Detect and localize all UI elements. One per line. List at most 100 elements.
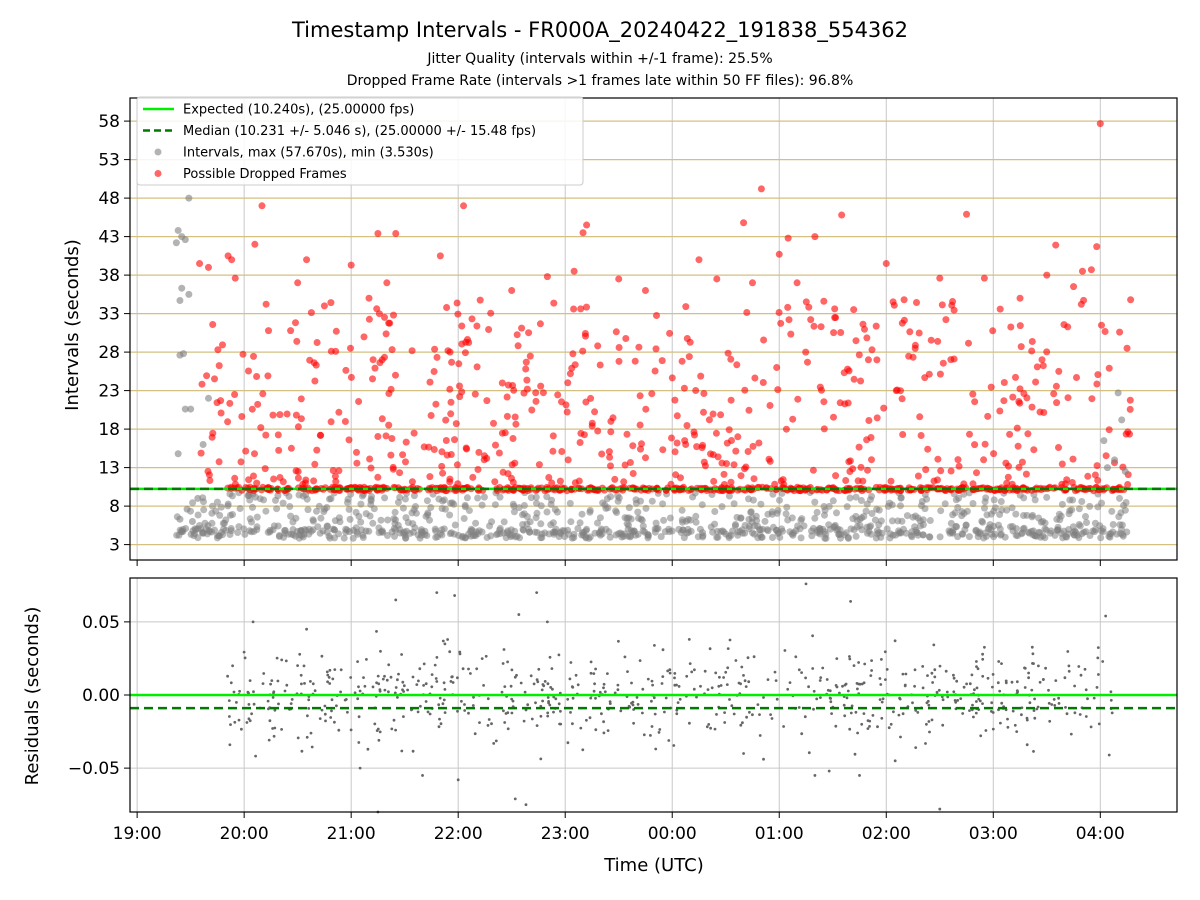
- residual-point: [326, 673, 330, 677]
- residual-point: [247, 717, 251, 721]
- dropped-frame-point: [245, 476, 253, 484]
- residual-point: [320, 708, 324, 712]
- residual-point: [807, 751, 811, 755]
- dropped-frame-point: [442, 416, 450, 424]
- interval-point: [678, 506, 686, 514]
- interval-point: [463, 494, 471, 502]
- bottom-y-tick-label: 0.00: [82, 686, 120, 706]
- interval-point: [1020, 512, 1027, 519]
- interval-point: [949, 528, 956, 536]
- interval-point: [597, 527, 605, 535]
- interval-point: [873, 527, 881, 535]
- residual-point: [845, 696, 849, 700]
- residual-point: [830, 712, 833, 715]
- residual-point: [889, 722, 893, 726]
- residual-point: [365, 658, 368, 661]
- residual-point: [843, 683, 847, 687]
- dropped-frame-point: [852, 337, 860, 345]
- dropped-frame-point: [598, 450, 606, 458]
- residual-point: [884, 678, 887, 681]
- dropped-frame-point: [294, 423, 302, 431]
- dropped-frame-point: [737, 472, 745, 480]
- residual-point: [678, 697, 682, 701]
- residual-point: [546, 714, 550, 718]
- interval-point: [345, 505, 353, 513]
- residual-point: [592, 672, 596, 675]
- residual-point: [1006, 717, 1009, 721]
- x-axis-label: Time (UTC): [603, 855, 704, 876]
- dropped-frame-point: [845, 458, 853, 466]
- residual-point: [552, 710, 555, 714]
- interval-point: [630, 527, 638, 535]
- dropped-frame-point: [864, 466, 871, 474]
- interval-point: [427, 504, 435, 511]
- residual-point: [883, 650, 887, 654]
- interval-point: [866, 496, 874, 504]
- dropped-frame-point: [898, 395, 906, 403]
- residual-point: [1086, 697, 1089, 701]
- residual-point: [438, 717, 441, 721]
- dropped-frame-point: [342, 366, 350, 374]
- dropped-frame-point: [705, 416, 713, 424]
- interval-point: [947, 519, 955, 527]
- dropped-frame-point: [485, 326, 493, 333]
- residual-point: [383, 674, 386, 678]
- residual-point: [1097, 673, 1100, 676]
- interval-point: [410, 506, 418, 514]
- interval-point: [1051, 531, 1059, 539]
- interval-point: [718, 503, 726, 511]
- dropped-frame-point: [1008, 480, 1016, 488]
- residual-point: [373, 722, 377, 726]
- dropped-frame-point: [889, 298, 897, 306]
- top-y-tick-label: 43: [98, 228, 120, 248]
- interval-point: [816, 528, 824, 536]
- dropped-frame-point: [571, 361, 579, 369]
- dropped-frame-point: [898, 319, 906, 327]
- residual-point: [227, 699, 231, 702]
- dropped-frame-point: [261, 465, 269, 473]
- interval-point: [309, 516, 317, 524]
- residual-point: [783, 649, 787, 652]
- residual-point: [866, 719, 870, 722]
- interval-point: [567, 518, 575, 526]
- interval-point: [829, 497, 837, 505]
- dropped-frame-point: [832, 472, 840, 480]
- residual-point: [456, 709, 459, 713]
- residual-point: [532, 682, 536, 686]
- interval-point: [370, 505, 378, 513]
- dropped-frame-point: [996, 305, 1004, 313]
- dropped-frame-point: [969, 480, 977, 488]
- top-y-tick-label: 28: [98, 343, 120, 363]
- dropped-frame-point: [382, 432, 390, 440]
- interval-point: [326, 495, 333, 503]
- interval-point: [711, 508, 719, 515]
- residual-point: [356, 697, 360, 701]
- residual-point: [977, 697, 981, 701]
- residual-point: [535, 724, 539, 727]
- dropped-frame-point: [1093, 243, 1101, 251]
- dropped-frame-point: [914, 472, 922, 480]
- residual-point: [925, 722, 928, 726]
- interval-point: [323, 522, 331, 530]
- residual-point: [1054, 679, 1058, 682]
- residual-point: [880, 700, 884, 704]
- dropped-frame-point: [556, 477, 564, 485]
- residual-point: [522, 719, 526, 723]
- dropped-frame-point: [320, 302, 328, 310]
- dropped-frame-point: [269, 411, 277, 419]
- dropped-frame-point: [942, 316, 950, 324]
- residual-point: [233, 720, 237, 724]
- dropped-frame-point: [536, 320, 544, 328]
- residual-point: [952, 690, 956, 694]
- dropped-frame-point: [1070, 283, 1078, 291]
- interval-point: [736, 527, 744, 535]
- residual-point: [1089, 725, 1093, 729]
- interval-point: [1082, 513, 1089, 520]
- residual-point: [598, 690, 602, 694]
- residual-point: [1101, 660, 1105, 663]
- interval-point: [858, 514, 866, 522]
- interval-point: [1086, 502, 1094, 510]
- residual-point: [1013, 723, 1017, 727]
- interval-point: [438, 505, 446, 512]
- residual-point: [393, 691, 397, 695]
